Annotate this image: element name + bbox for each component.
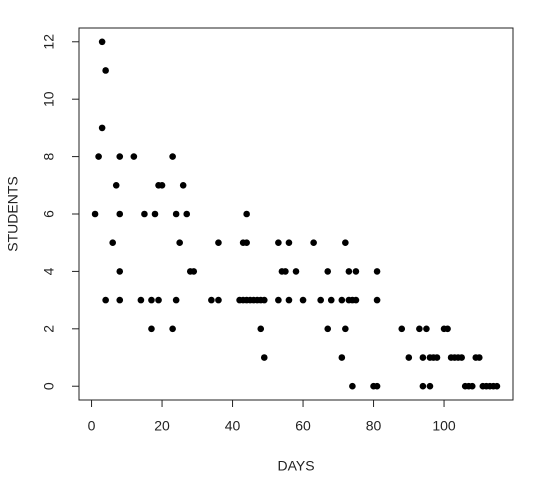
point [151,210,159,218]
point [137,296,145,304]
x-tick-label: 0 [88,418,96,434]
y-tick-label: 6 [41,210,57,218]
point [324,268,332,275]
point [215,239,222,247]
point [476,354,483,361]
y-tick-label: 10 [41,91,57,107]
point [275,239,282,247]
point [116,153,124,160]
point [468,382,476,390]
x-tick-label: 20 [154,418,170,434]
point [299,296,307,304]
point [208,296,215,304]
point [419,354,427,361]
point [398,325,406,333]
x-tick-label: 40 [225,418,241,434]
point [169,153,176,160]
point [373,382,381,390]
point [260,354,268,361]
point [130,153,138,160]
point [285,239,293,247]
point [352,296,360,304]
point [172,210,180,218]
point [257,325,265,333]
y-tick-label: 8 [41,152,57,160]
point [243,239,250,247]
point [317,296,324,304]
point [116,210,124,218]
point [338,354,346,361]
point [324,325,332,333]
y-axis-label: STUDENTS [5,176,21,251]
point [158,181,166,189]
point [155,296,162,304]
y-tick-label: 0 [41,382,57,390]
point [112,181,120,189]
point [172,296,180,304]
x-tick-label: 80 [366,418,382,434]
point [310,239,317,247]
point [352,268,360,275]
point [183,210,191,218]
point [95,153,102,160]
point [102,67,109,74]
point [275,296,282,304]
point [190,268,198,275]
point [91,210,99,218]
point [285,296,293,304]
point [243,210,250,218]
x-tick-label: 60 [295,418,311,434]
point [148,325,155,333]
point [169,325,176,333]
point [342,325,349,333]
point [292,268,300,275]
point [327,296,335,304]
y-tick-label: 4 [41,267,57,275]
point [98,124,106,132]
point [176,239,183,247]
point [260,296,268,304]
point [349,382,356,390]
point [215,296,222,304]
point [179,181,187,189]
point [373,268,381,275]
point [98,38,106,46]
point [458,354,465,361]
point [116,268,124,275]
point [426,382,434,390]
y-tick-label: 2 [41,325,57,333]
point [345,268,353,275]
point [433,354,441,361]
point [405,354,413,361]
point [493,382,501,390]
point [338,296,346,304]
point [423,325,430,333]
point [116,296,124,304]
point [342,239,349,247]
x-tick-label: 100 [432,418,456,434]
point [416,325,423,333]
x-axis-label: DAYS [277,458,314,474]
point [373,296,381,304]
point [102,296,109,304]
point [444,325,451,333]
y-tick-label: 12 [41,34,57,50]
point [109,239,116,247]
point [148,296,155,304]
point [141,210,148,218]
point [282,268,289,275]
point [419,382,427,390]
